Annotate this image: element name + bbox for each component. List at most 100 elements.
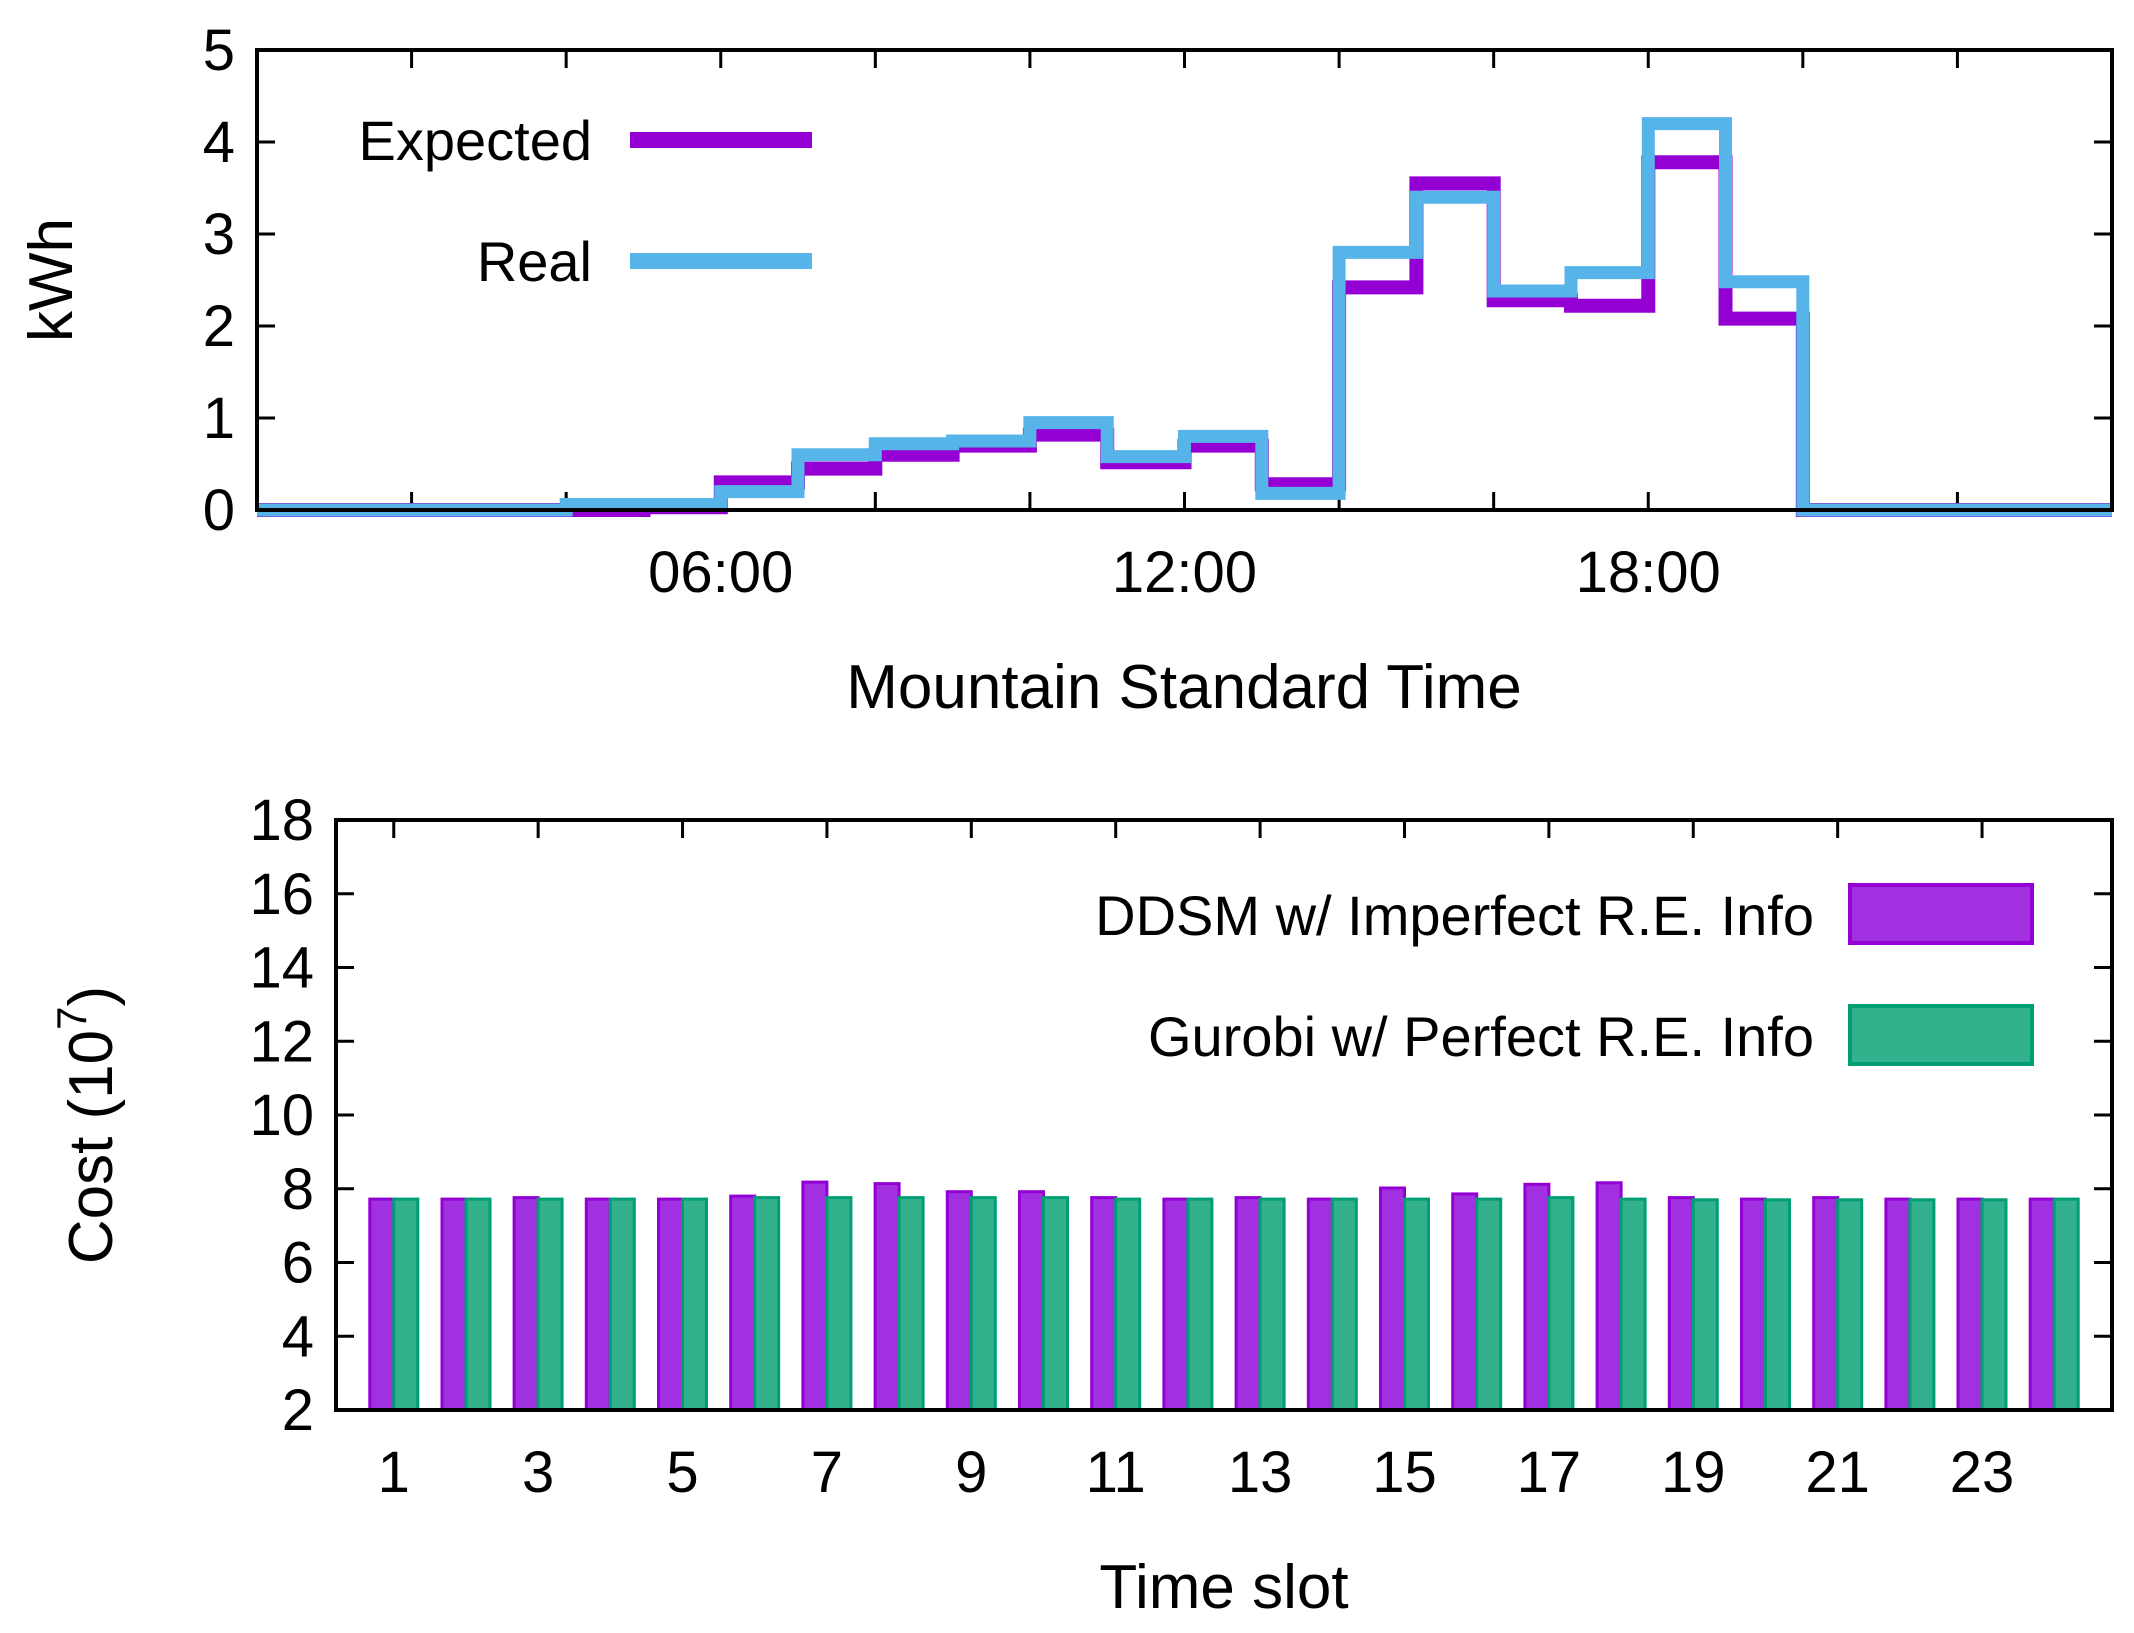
- bar-ddsm: [945, 1190, 973, 1412]
- cost-y-tick-label: 6: [282, 1231, 314, 1296]
- energy-y-tick-label: 4: [203, 110, 235, 175]
- bar-gurobi: [1547, 1196, 1575, 1412]
- cost-x-tick-label: 7: [811, 1440, 843, 1505]
- bar-ddsm: [1740, 1197, 1767, 1412]
- bar-gurobi: [392, 1197, 420, 1412]
- cost-x-axis-label: Time slot: [1099, 1553, 1348, 1622]
- energy-series: [257, 117, 2112, 517]
- cost-x-tick-label: 13: [1228, 1440, 1293, 1505]
- bar-gurobi: [1330, 1197, 1358, 1412]
- energy-x-tick-label: 12:00: [1112, 540, 1257, 605]
- cost-plot-frame: [334, 818, 2114, 1412]
- energy-y-tick-label: 0: [203, 478, 235, 543]
- bar-ddsm: [584, 1197, 612, 1412]
- energy-x-tick-label: 18:00: [1576, 540, 1721, 605]
- bar-gurobi: [1619, 1197, 1647, 1412]
- energy-x-axis-label: Mountain Standard Time: [846, 653, 1522, 722]
- bar-ddsm: [1812, 1196, 1840, 1412]
- legend-label-ddsm: DDSM w/ Imperfect R.E. Info: [1095, 884, 1814, 947]
- bar-gurobi: [536, 1197, 564, 1412]
- energy-y-tick-label: 1: [203, 386, 235, 451]
- bar-gurobi: [825, 1196, 853, 1412]
- cost-y-tick-label: 2: [282, 1378, 314, 1443]
- cost-x-tick-label: 21: [1805, 1440, 1870, 1505]
- bar-ddsm: [1306, 1197, 1334, 1412]
- legend-swatch-gurobi: [1848, 1004, 2034, 1066]
- cost-x-tick-label: 1: [378, 1440, 410, 1505]
- bar-gurobi: [1908, 1198, 1936, 1412]
- legend-label-real: Real: [477, 230, 592, 293]
- cost-y-tick-label: 14: [249, 936, 314, 1001]
- energy-y-axis-label: kWh: [17, 218, 86, 342]
- energy-chart: 0 1 2 3 4 5 06:00 12:00 18:00 kWh Mountain Stand…: [17, 18, 2114, 722]
- bar-ddsm: [729, 1194, 757, 1412]
- legend-swatch-ddsm: [1848, 883, 2034, 945]
- bar-ddsm: [1379, 1186, 1406, 1412]
- energy-y-tick-label: 2: [203, 294, 235, 359]
- bar-ddsm: [368, 1197, 396, 1412]
- cost-y-axis-label-close: ): [57, 986, 126, 1007]
- energy-tick-labels: 0 1 2 3 4 5 06:00 12:00 18:00: [203, 18, 1721, 605]
- bar-gurobi: [1042, 1196, 1069, 1412]
- bar-gurobi: [1403, 1197, 1430, 1412]
- bar-ddsm: [1956, 1197, 1984, 1412]
- cost-y-tick-label: 8: [282, 1157, 314, 1222]
- bar-ddsm: [1523, 1182, 1551, 1412]
- bar-gurobi: [1764, 1198, 1791, 1412]
- bar-ddsm: [512, 1196, 540, 1412]
- cost-x-tick-label: 9: [955, 1440, 987, 1505]
- cost-x-tick-label: 5: [666, 1440, 698, 1505]
- cost-x-tick-label: 17: [1517, 1440, 1582, 1505]
- cost-x-tick-label: 23: [1950, 1440, 2015, 1505]
- bar-gurobi: [753, 1196, 781, 1412]
- bar-gurobi: [681, 1197, 708, 1412]
- bar-ddsm: [657, 1197, 684, 1412]
- cost-y-tick-label: 4: [282, 1304, 314, 1369]
- bar-ddsm: [440, 1197, 468, 1412]
- energy-x-tick-label: 06:00: [648, 540, 793, 605]
- cost-x-tick-label: 11: [1086, 1440, 1146, 1505]
- bar-ddsm: [1595, 1181, 1623, 1412]
- cost-x-tick-label: 3: [522, 1440, 554, 1505]
- energy-legend: Expected Real: [359, 109, 812, 293]
- cost-y-tick-label: 18: [249, 788, 314, 853]
- bar-ddsm: [1451, 1192, 1479, 1412]
- bar-ddsm: [1162, 1197, 1190, 1412]
- bar-ddsm: [1667, 1196, 1695, 1412]
- cost-y-tick-label: 16: [249, 862, 314, 927]
- cost-x-tick-label: 19: [1661, 1440, 1726, 1505]
- bar-ddsm: [873, 1182, 901, 1412]
- cost-bars: [368, 1180, 2080, 1412]
- bar-ddsm: [1234, 1196, 1262, 1412]
- bar-gurobi: [1258, 1197, 1286, 1412]
- bar-gurobi: [608, 1197, 636, 1412]
- bar-gurobi: [1691, 1198, 1719, 1412]
- bar-gurobi: [2052, 1197, 2080, 1412]
- cost-y-axis-label: Cost (107): [48, 986, 126, 1264]
- cost-y-axis-label-exponent: 7: [48, 1006, 95, 1029]
- cost-y-tick-label: 10: [249, 1083, 314, 1148]
- legend-label-gurobi: Gurobi w/ Perfect R.E. Info: [1148, 1005, 1814, 1068]
- bar-gurobi: [1980, 1198, 2008, 1412]
- bar-ddsm: [1018, 1190, 1045, 1412]
- bar-gurobi: [897, 1196, 925, 1412]
- energy-y-tick-label: 5: [203, 18, 235, 83]
- legend-label-expected: Expected: [359, 109, 593, 172]
- bar-ddsm: [1884, 1197, 1912, 1412]
- cost-x-tick-label: 15: [1372, 1440, 1437, 1505]
- bar-gurobi: [1186, 1197, 1214, 1412]
- bar-gurobi: [464, 1197, 492, 1412]
- cost-y-tick-label: 12: [249, 1009, 314, 1074]
- energy-plot-frame: [255, 48, 2114, 512]
- bar-gurobi: [1836, 1198, 1864, 1412]
- energy-y-tick-label: 3: [203, 202, 235, 267]
- cost-y-axis-label-text: Cost (10: [57, 1030, 126, 1264]
- bar-gurobi: [1114, 1197, 1142, 1412]
- bar-ddsm: [2028, 1197, 2056, 1412]
- series-line-real: [257, 117, 2112, 517]
- bar-ddsm: [801, 1180, 829, 1412]
- bar-gurobi: [969, 1196, 997, 1412]
